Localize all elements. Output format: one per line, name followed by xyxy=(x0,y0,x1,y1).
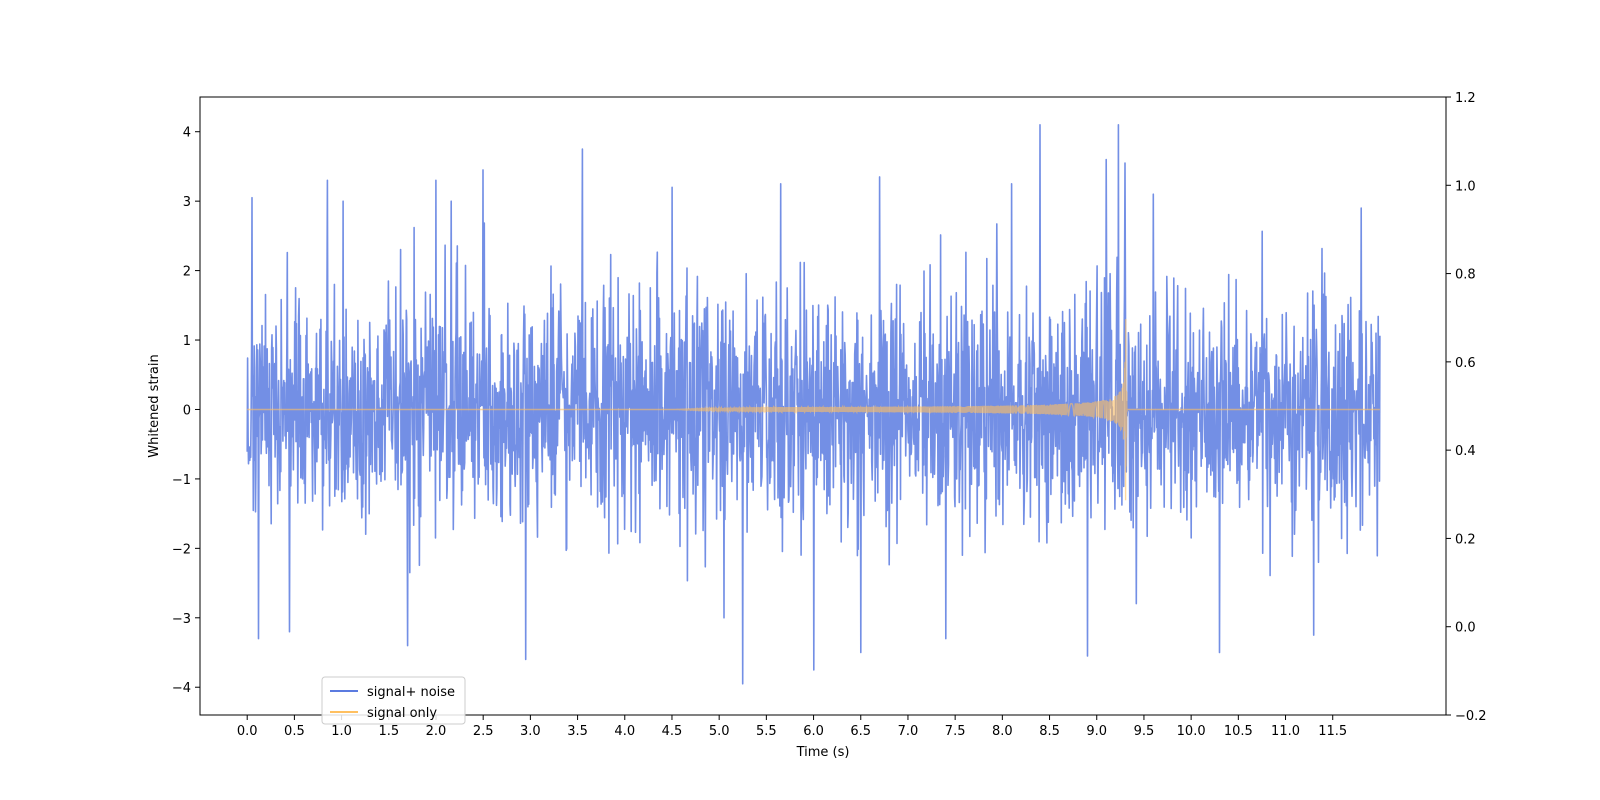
y-tick-label: 0 xyxy=(183,403,191,418)
x-tick-label: 10.0 xyxy=(1177,724,1206,739)
y-tick-label: 4 xyxy=(183,126,191,141)
y-tick-label: 3 xyxy=(183,195,191,210)
x-tick-label: 7.5 xyxy=(945,724,966,739)
y-axis-right: −0.2 0.0 0.2 0.4 0.6 0.8 1.0 1.2 xyxy=(1446,91,1487,724)
y-tick-label: −1 xyxy=(172,473,191,488)
x-tick-label: 3.0 xyxy=(520,724,541,739)
x-tick-label: 4.5 xyxy=(662,724,683,739)
x-tick-label: 9.0 xyxy=(1086,724,1107,739)
y-tick-label: 1 xyxy=(183,334,191,349)
x-tick-label: 10.5 xyxy=(1224,724,1253,739)
plot-area xyxy=(246,124,1381,685)
x-tick-label: 0.5 xyxy=(284,724,305,739)
y2-tick-label: 1.2 xyxy=(1455,91,1476,106)
y2-tick-label: 0.2 xyxy=(1455,532,1476,547)
y2-tick-label: 0.0 xyxy=(1455,621,1476,636)
y2-tick-label: 0.4 xyxy=(1455,444,1476,459)
x-tick-label: 1.0 xyxy=(331,724,352,739)
x-tick-label: 4.0 xyxy=(614,724,635,739)
series-line-signal-only xyxy=(247,319,1380,501)
series-line-signal-noise xyxy=(246,124,1381,685)
x-tick-label: 2.5 xyxy=(473,724,494,739)
x-tick-label: 1.5 xyxy=(378,724,399,739)
y-tick-label: −3 xyxy=(172,612,191,627)
x-tick-label: 6.5 xyxy=(850,724,871,739)
legend: signal+ noise signal only xyxy=(321,676,466,725)
y2-tick-label: 0.6 xyxy=(1455,356,1476,371)
x-tick-label: 8.5 xyxy=(1039,724,1060,739)
y2-tick-label: 1.0 xyxy=(1455,179,1476,194)
y-tick-label: 2 xyxy=(183,265,191,280)
x-tick-label: 3.5 xyxy=(567,724,588,739)
x-tick-label: 7.0 xyxy=(898,724,919,739)
x-tick-label: 2.0 xyxy=(426,724,447,739)
x-tick-label: 11.5 xyxy=(1318,724,1347,739)
legend-label-signal-only: signal only xyxy=(367,706,437,721)
x-axis-label: Time (s) xyxy=(796,745,850,760)
x-tick-label: 8.0 xyxy=(992,724,1013,739)
legend-label-signal-noise: signal+ noise xyxy=(367,685,455,700)
axes-frame xyxy=(199,96,1447,716)
x-tick-label: 9.5 xyxy=(1134,724,1155,739)
x-tick-label: 5.5 xyxy=(756,724,777,739)
x-tick-label: 6.0 xyxy=(803,724,824,739)
y-tick-label: −4 xyxy=(172,681,191,696)
x-axis: 0.0 0.5 1.0 1.5 2.0 2.5 3.0 3.5 4.0 4.5 5.0 5.5 6.0 6… xyxy=(237,715,1347,739)
x-tick-label: 5.0 xyxy=(709,724,730,739)
y-axis-label: Whitened strain xyxy=(147,354,162,457)
x-tick-label: 0.0 xyxy=(237,724,258,739)
x-tick-label: 11.0 xyxy=(1271,724,1300,739)
y2-tick-label: −0.2 xyxy=(1455,709,1487,724)
y-tick-label: −2 xyxy=(172,542,191,557)
y-axis-left: −4 −3 −2 −1 0 1 2 3 4 xyxy=(172,126,200,696)
y2-tick-label: 0.8 xyxy=(1455,268,1476,283)
